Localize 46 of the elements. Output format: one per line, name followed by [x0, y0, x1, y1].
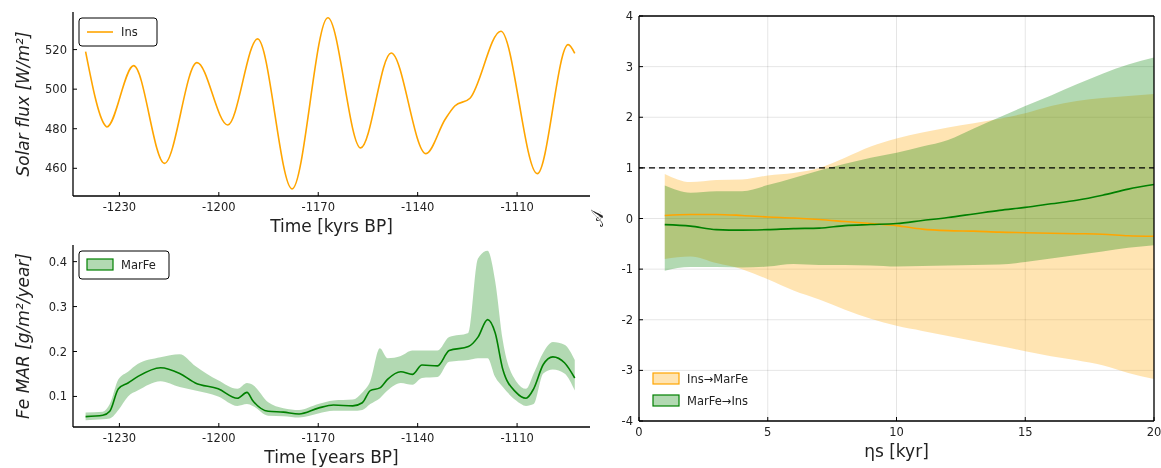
y-tick-label: 1 [625, 160, 633, 175]
line-series [663, 213, 1155, 238]
y-tick-label: 480 [45, 121, 67, 136]
line-series [663, 183, 1155, 231]
y-tick-label: 460 [45, 161, 67, 176]
y-tick-label: 2 [625, 110, 633, 125]
y-tick-label: 0.3 [48, 299, 67, 314]
x-tick-label: -1200 [202, 200, 236, 214]
y-axis-title: Fe MAR [g/m²/year] [13, 253, 33, 419]
x-tick-label: -1200 [202, 431, 236, 445]
x-tick-label: -1230 [102, 200, 137, 214]
y-tick-label: 0.1 [48, 389, 67, 404]
y-axis-title: Solar flux [W/m²] [13, 31, 33, 177]
legend-label: MarFe [121, 258, 156, 273]
y-tick-label: 0.2 [48, 344, 67, 359]
line-series [84, 16, 576, 190]
y-tick-label: 520 [45, 42, 67, 57]
x-tick-label: 5 [764, 425, 772, 439]
x-tick-label: -1140 [400, 431, 435, 445]
x-tick-label: -1170 [301, 431, 335, 445]
x-tick-label: 0 [635, 425, 643, 439]
x-tick-label: 10 [889, 425, 904, 439]
x-tick-label: -1110 [500, 431, 534, 445]
y-tick-label: -3 [621, 363, 633, 378]
x-tick-label: -1170 [301, 200, 335, 214]
y-tick-label: -4 [621, 414, 633, 429]
y-axis-title: 𝒜 [587, 208, 607, 227]
x-tick-label: 20 [1146, 425, 1161, 439]
y-tick-label: -2 [621, 312, 633, 327]
x-axis-title: ηs [kyr] [864, 441, 929, 461]
x-tick-label: 15 [1017, 425, 1033, 439]
x-tick-label: -1140 [400, 200, 435, 214]
legend-label: MarFe→Ins [687, 394, 749, 409]
x-axis-title: Time [years BP] [263, 447, 399, 467]
line-series [84, 318, 576, 418]
legend-label: Ins [121, 25, 138, 40]
y-tick-label: 500 [45, 82, 67, 97]
y-tick-label: 0 [625, 211, 633, 226]
legend-label: Ins→MarFe [687, 372, 749, 387]
x-axis-title: Time [kyrs BP] [269, 216, 393, 236]
y-tick-label: -1 [621, 262, 633, 277]
y-tick-label: 0.4 [48, 254, 67, 269]
x-tick-label: -1230 [102, 431, 137, 445]
y-tick-label: 4 [625, 9, 633, 24]
y-tick-label: 3 [625, 59, 633, 74]
x-tick-label: -1110 [500, 200, 534, 214]
